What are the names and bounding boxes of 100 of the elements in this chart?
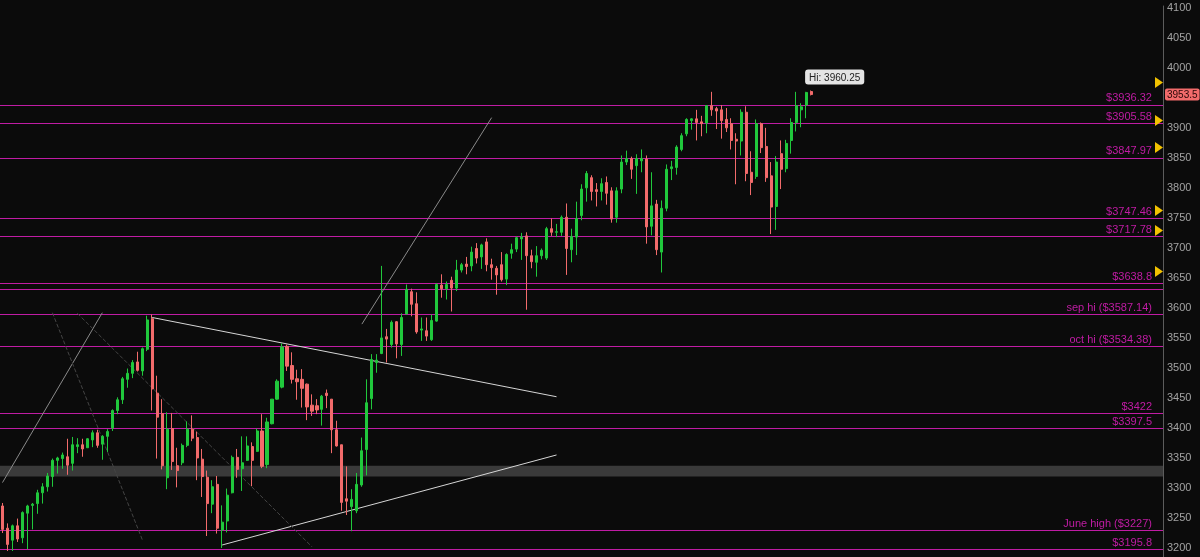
candlestick [66, 438, 69, 476]
candlestick [201, 448, 204, 498]
candlestick [770, 161, 773, 235]
candlestick [635, 153, 638, 195]
candlestick [550, 217, 553, 237]
candlestick [330, 398, 333, 454]
candlestick [430, 314, 433, 342]
candlestick [246, 435, 249, 462]
candlestick [241, 435, 244, 492]
candlestick [385, 328, 388, 364]
candlestick [191, 414, 194, 442]
candlestick [251, 441, 254, 487]
candlestick [590, 174, 593, 201]
y-tick-label: 4050 [1167, 30, 1192, 43]
candlestick [1, 502, 4, 534]
candlestick [171, 412, 174, 471]
candlestick [420, 317, 423, 342]
candlestick [375, 353, 378, 374]
ref-line-label: $3847.97 [1106, 144, 1152, 157]
candlestick [715, 106, 718, 130]
candlestick [520, 232, 523, 261]
candlestick [685, 117, 688, 137]
candlestick [46, 472, 49, 493]
y-tick-label: 3850 [1167, 150, 1192, 163]
candlestick [350, 488, 353, 532]
candlestick [805, 91, 808, 119]
candlestick [465, 256, 468, 275]
ref-line-label: June high ($3227) [1063, 517, 1152, 530]
candlestick [655, 199, 658, 256]
annotation: 3953.5 [1167, 89, 1199, 101]
candlestick [705, 104, 708, 134]
candlestick [26, 504, 29, 550]
candlestick [236, 448, 239, 479]
candlestick [735, 132, 738, 185]
candlestick [675, 144, 678, 176]
candlestick [61, 452, 64, 470]
candlestick [540, 247, 543, 260]
candlestick [660, 199, 663, 273]
candlestick [710, 91, 713, 117]
candlestick [480, 243, 483, 270]
candlestick [31, 502, 34, 530]
candlestick [475, 242, 478, 264]
candlestick [790, 117, 793, 155]
candlestick [495, 265, 498, 296]
ref-line-label: $3936.32 [1106, 91, 1152, 104]
candlestick [161, 398, 164, 470]
candlestick [91, 429, 94, 448]
candlestick [775, 155, 778, 231]
candlestick [525, 231, 528, 311]
y-tick-label: 3800 [1167, 180, 1192, 193]
candlestick [81, 438, 84, 458]
ref-line-label: sep hi ($3587.14) [1066, 300, 1152, 313]
candlestick [181, 443, 184, 466]
candlestick [395, 320, 398, 359]
candlestick [680, 132, 683, 152]
ref-line-label: oct hi ($3534.38) [1069, 332, 1152, 345]
candlestick [425, 317, 428, 342]
candlestick [256, 428, 259, 453]
candlestick [86, 437, 89, 449]
candlestick [121, 376, 124, 405]
candlestick [515, 235, 518, 253]
candlestick [490, 258, 493, 281]
y-tick-label: 3400 [1167, 420, 1192, 433]
candlestick [605, 175, 608, 206]
candlestick [650, 171, 653, 236]
candlestick [335, 420, 338, 448]
candlestick [390, 320, 393, 349]
candlestick [595, 182, 598, 207]
y-tick-label: 4100 [1167, 0, 1192, 13]
candlestick [435, 282, 438, 323]
candlestick [71, 436, 74, 472]
candlestick [196, 431, 199, 481]
candlestick [670, 160, 673, 181]
candlestick [320, 394, 323, 427]
candlestick [725, 107, 728, 133]
candlestick [460, 262, 463, 273]
annotation: Hi: 3960.25 [809, 71, 861, 83]
candlestick [760, 121, 763, 154]
candlestick [41, 482, 44, 505]
y-tick-label: 3200 [1167, 540, 1192, 553]
candlestick [755, 118, 758, 180]
candlestick [500, 251, 503, 282]
candlestick [206, 470, 209, 537]
candlestick [96, 429, 99, 449]
candlestick [690, 117, 693, 131]
candlestick [570, 228, 573, 263]
candlestick [665, 163, 668, 212]
candlestick [355, 472, 358, 514]
candlestick [156, 375, 159, 460]
y-tick-label: 3600 [1167, 300, 1192, 313]
candlestick [600, 177, 603, 201]
candlestick [620, 154, 623, 194]
candlestick [76, 437, 79, 454]
candlestick [750, 150, 753, 196]
candlestick [795, 91, 798, 132]
ref-line-label: $3422 [1121, 400, 1152, 413]
candlestick [785, 139, 788, 173]
y-tick-label: 3650 [1167, 270, 1192, 283]
candlestick [116, 396, 119, 415]
candlestick [740, 108, 743, 156]
